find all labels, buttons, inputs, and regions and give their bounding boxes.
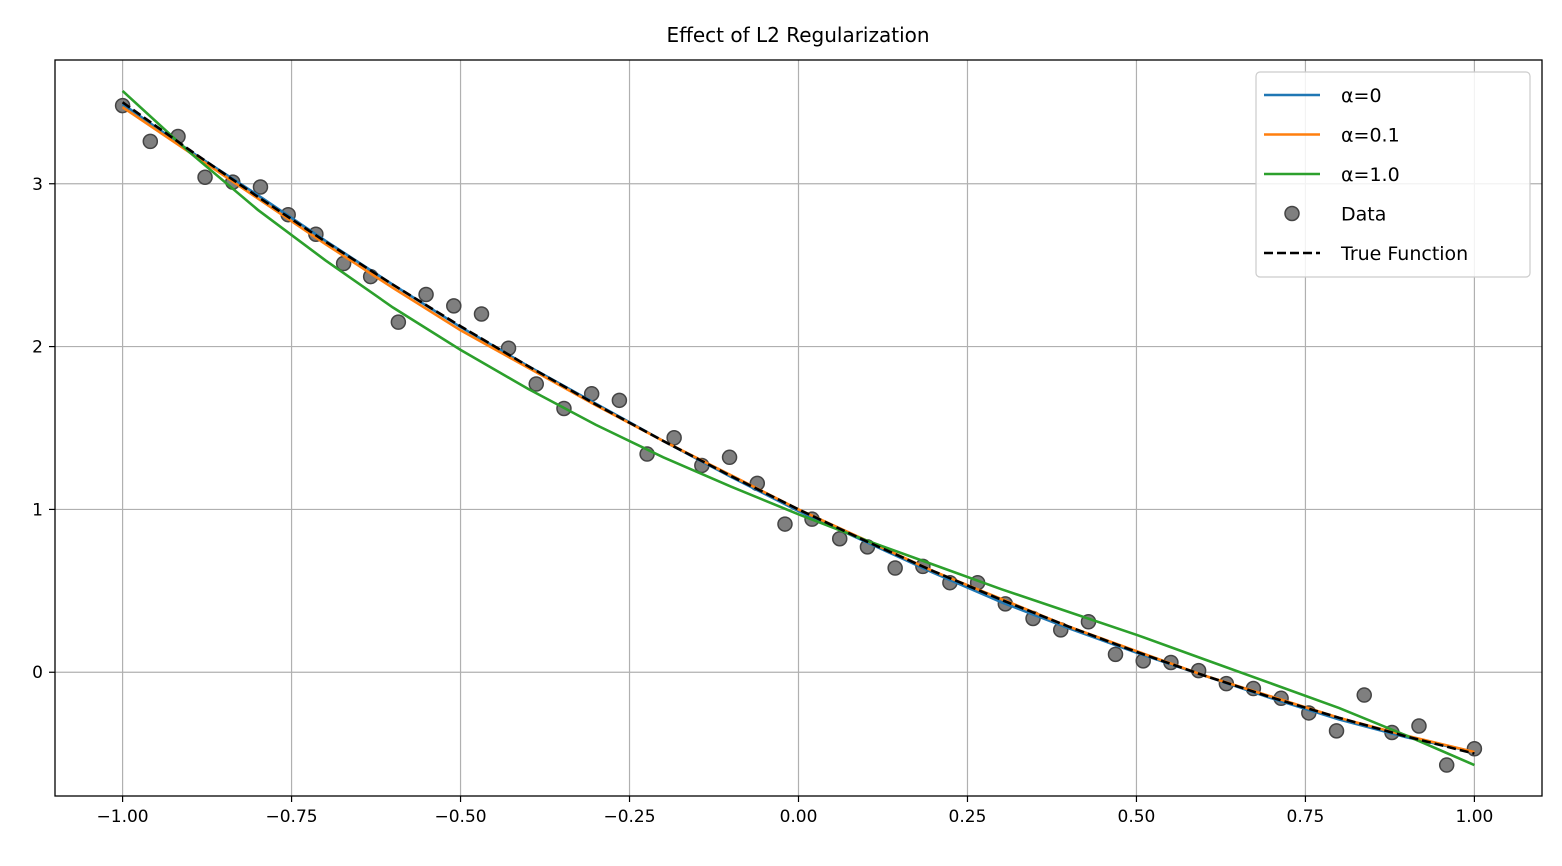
data-point bbox=[666, 430, 682, 446]
series-line-4 bbox=[121, 101, 1475, 755]
data-point bbox=[528, 376, 544, 392]
data-point bbox=[252, 179, 269, 195]
data-point bbox=[390, 314, 407, 330]
data-point bbox=[1466, 741, 1483, 757]
legend-label: α=0.1 bbox=[1341, 125, 1400, 147]
x-tick-label: −0.50 bbox=[434, 807, 486, 827]
legend-label: Data bbox=[1341, 204, 1386, 226]
series-layer bbox=[114, 89, 1483, 773]
legend-label: True Function bbox=[1340, 243, 1468, 265]
y-tick-label: 0 bbox=[32, 663, 43, 683]
y-tick-label: 1 bbox=[32, 500, 43, 520]
legend-label: α=1.0 bbox=[1341, 164, 1400, 186]
x-tick-label: −0.75 bbox=[266, 807, 318, 827]
x-tick-label: 1.00 bbox=[1455, 807, 1493, 827]
data-point bbox=[446, 298, 462, 314]
legend-box bbox=[1255, 71, 1531, 278]
axis-ticks: −1.00 −0.75 −0.50 −0.25 0.00 0.25 0.50 0.75 1.00… bbox=[32, 175, 1493, 827]
data-point bbox=[1411, 718, 1427, 734]
chart-title: Effect of L2 Regularization bbox=[666, 23, 929, 47]
data-point bbox=[777, 516, 793, 532]
data-point bbox=[1107, 646, 1124, 663]
series-line-2 bbox=[121, 89, 1475, 767]
data-point bbox=[1356, 687, 1372, 703]
data-point bbox=[473, 306, 490, 322]
x-tick-label: 0.50 bbox=[1118, 807, 1156, 827]
data-point bbox=[142, 133, 159, 150]
legend-marker bbox=[1284, 205, 1300, 222]
data-point bbox=[1328, 723, 1345, 739]
data-point bbox=[418, 286, 434, 303]
x-tick-label: 0.25 bbox=[949, 807, 987, 827]
legend-label: α=0 bbox=[1341, 85, 1382, 107]
legend: α=0 α=0.1 α=1.0 Data True Function bbox=[1255, 71, 1531, 278]
x-tick-label: 0.75 bbox=[1287, 807, 1325, 827]
data-point bbox=[611, 392, 628, 409]
data-point bbox=[1438, 757, 1455, 773]
x-tick-label: −1.00 bbox=[97, 807, 149, 827]
data-point bbox=[721, 449, 738, 466]
data-point bbox=[887, 560, 903, 576]
data-point bbox=[831, 530, 848, 547]
x-tick-label: 0.00 bbox=[780, 807, 818, 827]
y-tick-label: 3 bbox=[32, 175, 43, 195]
x-tick-label: −0.25 bbox=[603, 807, 655, 827]
data-point bbox=[197, 169, 213, 185]
y-tick-label: 2 bbox=[32, 338, 43, 358]
